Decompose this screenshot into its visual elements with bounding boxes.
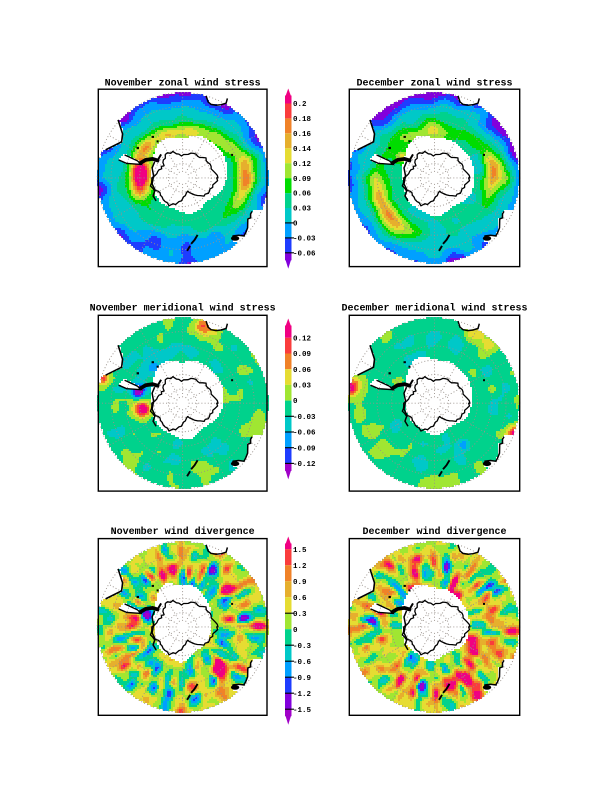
svg-text:1.2: 1.2: [293, 563, 307, 571]
svg-text:0.03: 0.03: [293, 383, 312, 391]
svg-text:0.03: 0.03: [293, 206, 312, 214]
svg-text:December zonal wind stress: December zonal wind stress: [356, 78, 512, 90]
svg-text:-0.12: -0.12: [293, 461, 316, 469]
svg-text:-1.5: -1.5: [293, 707, 312, 715]
svg-text:0.09: 0.09: [293, 176, 312, 184]
svg-text:0.12: 0.12: [293, 335, 312, 343]
svg-text:-0.06: -0.06: [293, 250, 316, 258]
svg-text:December meridional wind stres: December meridional wind stress: [341, 303, 527, 315]
svg-text:0.18: 0.18: [293, 116, 312, 124]
svg-text:-0.09: -0.09: [293, 445, 316, 453]
svg-text:0: 0: [293, 398, 298, 406]
svg-text:November meridional wind stres: November meridional wind stress: [90, 303, 276, 315]
svg-text:0: 0: [293, 627, 298, 635]
svg-text:December wind divergence: December wind divergence: [362, 526, 506, 538]
svg-text:0.06: 0.06: [293, 191, 312, 199]
svg-text:0.12: 0.12: [293, 161, 312, 169]
svg-text:1.5: 1.5: [293, 547, 307, 555]
svg-text:0.3: 0.3: [293, 611, 307, 619]
svg-text:0.16: 0.16: [293, 131, 312, 139]
svg-text:November wind divergence: November wind divergence: [111, 526, 255, 538]
svg-text:-0.9: -0.9: [293, 675, 312, 683]
svg-text:-1.2: -1.2: [293, 691, 312, 699]
svg-text:0.9: 0.9: [293, 579, 307, 587]
svg-text:0.06: 0.06: [293, 367, 312, 375]
svg-text:0.09: 0.09: [293, 351, 312, 359]
svg-text:0.14: 0.14: [293, 146, 312, 154]
svg-text:November zonal wind stress: November zonal wind stress: [105, 78, 261, 90]
svg-text:-0.6: -0.6: [293, 659, 312, 667]
svg-text:-0.03: -0.03: [293, 236, 316, 244]
svg-text:0.2: 0.2: [293, 101, 307, 109]
svg-text:-0.06: -0.06: [293, 430, 316, 438]
svg-text:0: 0: [293, 221, 298, 229]
svg-text:0.6: 0.6: [293, 595, 307, 603]
svg-text:-0.3: -0.3: [293, 643, 312, 651]
svg-text:-0.03: -0.03: [293, 414, 316, 422]
